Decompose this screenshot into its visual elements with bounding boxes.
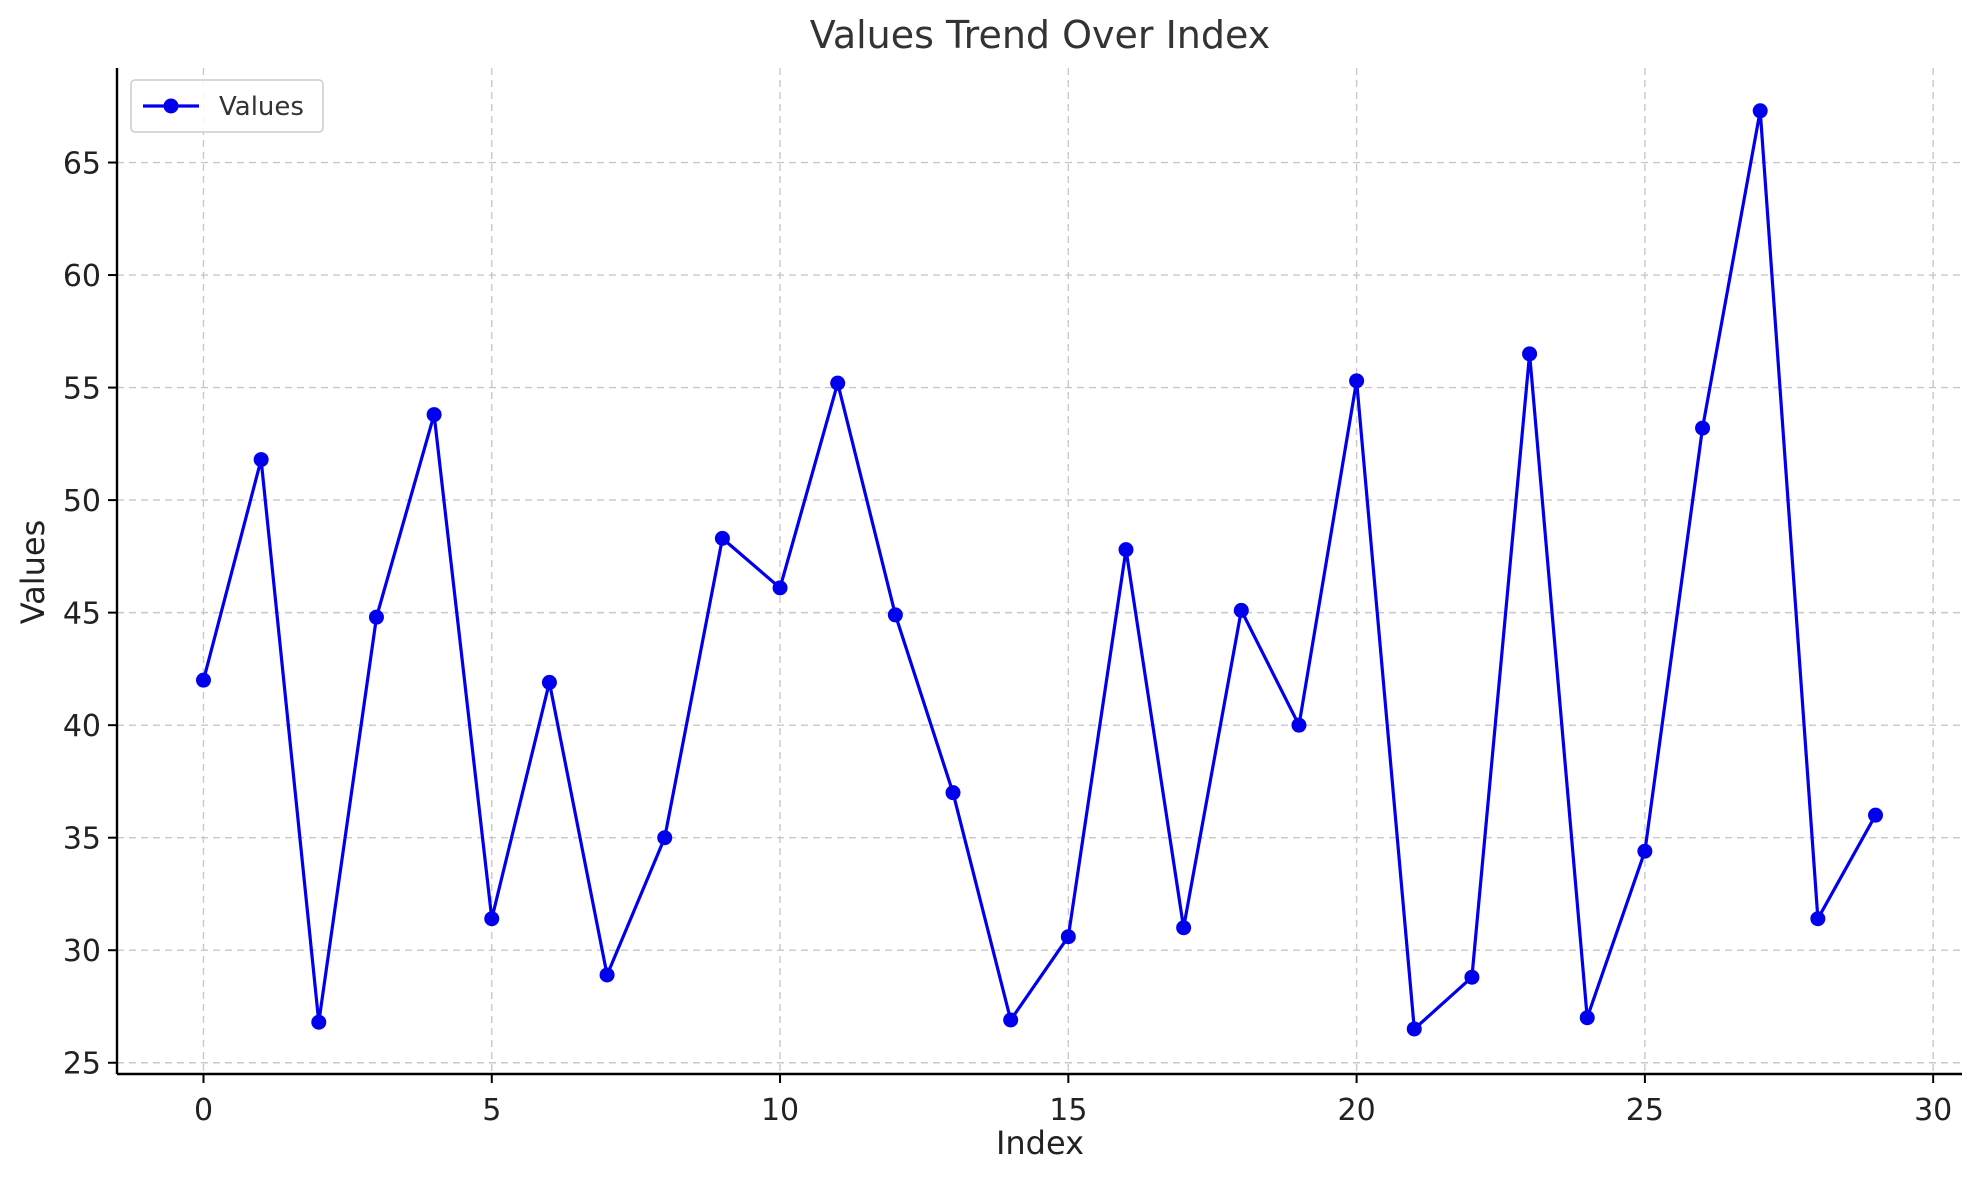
data-point (1291, 717, 1307, 733)
data-point (484, 911, 500, 927)
series-layer (195, 103, 1884, 1037)
data-point (368, 609, 384, 625)
y-axis-label: Values (14, 520, 52, 625)
data-point (1579, 1010, 1595, 1026)
data-point (945, 785, 961, 801)
data-point (1637, 843, 1653, 859)
y-tick-label: 65 (63, 147, 101, 182)
data-point (195, 672, 211, 688)
data-point (1464, 969, 1480, 985)
x-tick-label: 0 (194, 1093, 213, 1128)
x-tick-label: 10 (761, 1093, 799, 1128)
data-point (253, 452, 269, 468)
data-point (1810, 911, 1826, 927)
legend: Values (130, 79, 324, 133)
data-point (887, 607, 903, 623)
data-point (1118, 542, 1134, 558)
legend-label: Values (219, 92, 304, 122)
y-tick-label: 45 (63, 597, 101, 632)
data-point (1695, 420, 1711, 436)
ticks: 0 5 10 15 20 25 30 25 30 35 40 45 50 55 60 65 (63, 147, 1952, 1128)
data-point (830, 375, 846, 391)
data-point (657, 830, 673, 846)
series-line (201, 109, 1877, 1031)
x-tick-label: 15 (1049, 1093, 1087, 1128)
y-tick-label: 35 (63, 822, 101, 857)
data-point (1233, 602, 1249, 618)
data-point (1522, 346, 1538, 362)
y-tick-label: 30 (63, 934, 101, 969)
y-tick-label: 40 (63, 709, 101, 744)
legend-marker-swatch (163, 98, 179, 114)
data-point (541, 674, 557, 690)
x-tick-label: 30 (1914, 1093, 1952, 1128)
grid (117, 68, 1962, 1074)
axes (115, 68, 1962, 1076)
data-point (1406, 1021, 1422, 1037)
data-point (426, 407, 442, 423)
x-tick-label: 20 (1338, 1093, 1376, 1128)
y-tick-label: 50 (63, 484, 101, 519)
data-point (1176, 920, 1192, 936)
data-point (1060, 929, 1076, 945)
data-point (1003, 1012, 1019, 1028)
legend-box (130, 79, 324, 133)
data-point (772, 580, 788, 596)
data-point (1868, 807, 1884, 823)
data-point (714, 530, 730, 546)
data-point (1349, 373, 1365, 389)
data-point (1752, 103, 1768, 119)
x-axis-label: Index (996, 1124, 1084, 1162)
y-tick-label: 55 (63, 372, 101, 407)
data-point (599, 967, 615, 983)
chart-title: Values Trend Over Index (810, 13, 1270, 57)
x-tick-label: 25 (1626, 1093, 1664, 1128)
y-tick-label: 60 (63, 259, 101, 294)
y-tick-label: 25 (63, 1047, 101, 1082)
data-point (311, 1014, 327, 1030)
x-tick-label: 5 (482, 1093, 501, 1128)
